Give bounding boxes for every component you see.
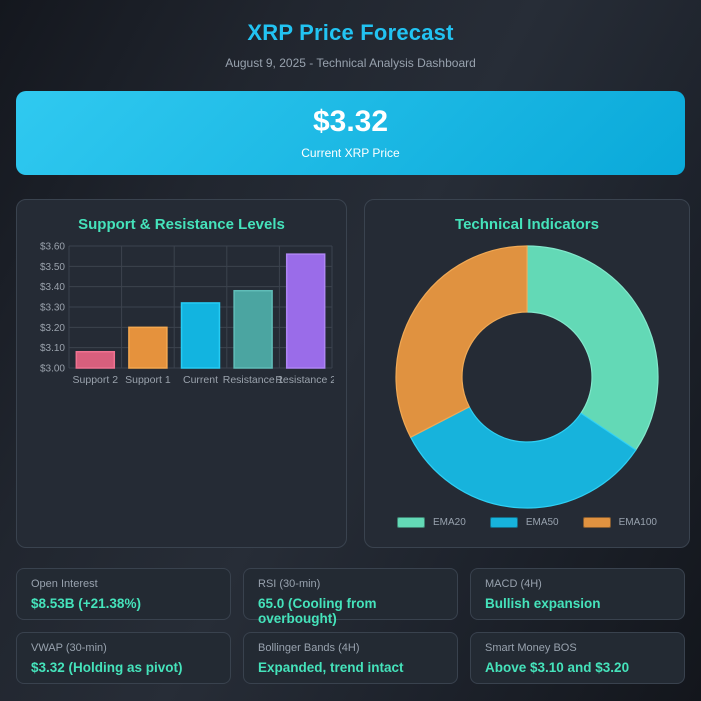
donut-legend: EMA20 EMA50 EMA100 [377,517,677,528]
bar-support-1 [128,326,168,369]
bar-current [180,302,221,369]
support-resistance-bar-chart: $3.60 $3.50 $3.40 $3.30 $3.20 $3.10 $3.00 Suppo… [29,241,334,393]
current-price-banner: $3.32 Current XRP Price [16,91,685,175]
stat-label: Smart Money BOS [485,642,577,654]
stat-label: MACD (4H) [485,578,542,590]
current-price-value: $3.32 [312,104,389,138]
y-tick-label: $3.00 [40,364,65,375]
stat-card-rsi: RSI (30-min) 65.0 (Cooling from overboug… [243,568,458,626]
bar-chart-title: Support & Resistance Levels [78,216,285,233]
donut-slice-ema100 [395,245,528,438]
bar-chart-svg: $3.60 $3.50 $3.40 $3.30 $3.20 $3.10 $3.00 Suppo… [40,242,334,387]
donut-chart-svg [395,245,659,509]
legend-swatch-ema20 [397,517,426,528]
stat-value: Expanded, trend intact [258,660,404,675]
stat-value: Above $3.10 and $3.20 [485,660,630,675]
y-tick-label: $3.50 [40,262,65,273]
charts-row: Support & Resistance Levels $3.60 $3.50 $3… [16,199,690,548]
support-resistance-panel: Support & Resistance Levels $3.60 $3.50 $3… [16,199,347,548]
current-price-caption: Current XRP Price [301,145,400,160]
y-tick-label: $3.10 [40,343,65,354]
bar-support-2 [75,350,116,369]
x-category-label: Resistance 1 [223,374,284,386]
legend-label: EMA100 [618,517,657,528]
stat-card-open-interest: Open Interest $8.53B (+21.38%) [16,568,231,620]
page-title: XRP Price Forecast [247,20,454,45]
stat-label: VWAP (30-min) [31,642,107,654]
y-tick-label: $3.20 [40,323,65,334]
stat-label: RSI (30-min) [258,578,321,590]
stat-label: Open Interest [31,578,98,590]
legend-item-ema20: EMA20 [397,517,466,528]
y-tick-label: $3.30 [40,303,65,314]
y-tick-label: $3.60 [40,242,65,253]
legend-label: EMA20 [433,517,466,528]
donut-slice-ema50 [410,406,637,509]
bar-resistance-2 [285,253,326,369]
legend-label: EMA50 [525,517,559,528]
stat-value: $3.32 (Holding as pivot) [31,660,183,675]
y-tick-label: $3.40 [40,282,65,293]
legend-item-ema50: EMA50 [489,517,559,528]
stat-value: Bullish expansion [485,596,601,611]
x-category-label: Support 2 [73,374,119,386]
technical-indicators-donut-chart [377,241,677,513]
x-category-label: Resistance 2 [275,374,334,386]
x-category-label: Current [183,374,218,386]
donut-chart-title: Technical Indicators [455,216,599,233]
dashboard-page: XRP Price Forecast August 9, 2025 - Tech… [16,20,690,684]
stat-card-vwap: VWAP (30-min) $3.32 (Holding as pivot) [16,632,231,684]
donut-slice-ema20 [526,245,659,451]
technical-indicators-panel: Technical Indicators EMA20 EMA50 EMA100 [364,199,690,548]
bar-resistance-1 [233,289,273,369]
stats-grid: Open Interest $8.53B (+21.38%) RSI (30-m… [16,568,685,684]
stat-card-smart-money-bos: Smart Money BOS Above $3.10 and $3.20 [470,632,685,684]
legend-swatch-ema100 [582,517,611,528]
stat-value: $8.53B (+21.38%) [31,596,141,611]
stat-card-macd: MACD (4H) Bullish expansion [470,568,685,620]
stat-value: 65.0 (Cooling from overbought) [258,596,377,626]
x-category-label: Support 1 [125,374,171,386]
stat-label: Bollinger Bands (4H) [258,642,360,654]
stat-card-bollinger: Bollinger Bands (4H) Expanded, trend int… [243,632,458,684]
legend-swatch-ema50 [489,517,518,528]
page-subtitle: August 9, 2025 - Technical Analysis Dash… [225,56,476,70]
legend-item-ema100: EMA100 [582,517,657,528]
